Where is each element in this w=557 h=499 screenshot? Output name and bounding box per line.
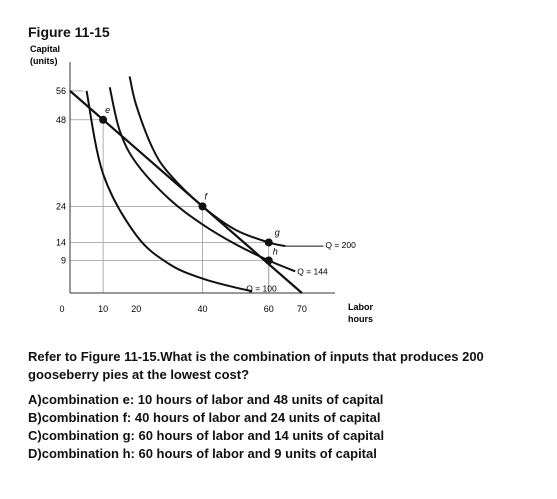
combination-label-g: g — [275, 227, 280, 237]
x-tick-label-20: 20 — [131, 304, 141, 314]
x-tick-label-10: 10 — [98, 304, 108, 314]
x-axis-label-line1: Labor — [348, 302, 373, 312]
question-text: Refer to Figure 11-15.What is the combin… — [28, 349, 484, 382]
isoquant-label-1: Q = 144 — [297, 266, 328, 276]
combination-label-f: f — [205, 191, 209, 201]
combination-label-h: h — [273, 247, 278, 257]
x-tick-label-60: 60 — [264, 304, 274, 314]
y-axis-label-line2: (units) — [30, 56, 58, 66]
x-tick-label-40: 40 — [197, 304, 207, 314]
y-axis-label-line1: Capital — [30, 44, 60, 54]
x-axis-label-line2: hours — [348, 314, 373, 324]
isoquant-line-2 — [128, 76, 286, 248]
y-tick-label-24: 24 — [56, 201, 66, 211]
plot-area: 0 10 20 40 60 70 9 14 24 48 56 Q = 100 Q = 144 Q = 20… — [56, 62, 356, 314]
y-tick-label-56: 56 — [56, 86, 66, 96]
answer-option-a[interactable]: A)combination e: 10 hours of labor and 4… — [28, 392, 384, 407]
answer-option-c[interactable]: C)combination g: 60 hours of labor and 1… — [28, 428, 385, 443]
y-tick-label-48: 48 — [56, 115, 66, 125]
answer-option-d[interactable]: D)combination h: 60 hours of labor and 9… — [28, 446, 377, 461]
isoquant-chart: Capital (units) Labor hours 0 10 20 40 60 70 9… — [30, 44, 373, 324]
combination-label-e: e — [105, 105, 110, 115]
combination-point-e — [99, 115, 108, 124]
isoquant-line-0 — [85, 90, 253, 293]
figure-title: Figure 11-15 — [28, 24, 110, 40]
answer-option-b[interactable]: B)combination f: 40 hours of labor and 2… — [28, 410, 381, 425]
combination-point-f — [198, 202, 207, 211]
combination-point-h — [264, 256, 273, 265]
isocost-line — [69, 90, 303, 294]
x-tick-label-70: 70 — [297, 304, 307, 314]
y-tick-label-9: 9 — [61, 256, 66, 266]
y-tick-label-14: 14 — [56, 237, 66, 247]
x-tick-label-0: 0 — [59, 304, 64, 314]
combination-point-g — [264, 238, 273, 247]
isoquant-label-0: Q = 100 — [246, 284, 277, 294]
isoquant-label-2: Q = 200 — [325, 240, 356, 250]
